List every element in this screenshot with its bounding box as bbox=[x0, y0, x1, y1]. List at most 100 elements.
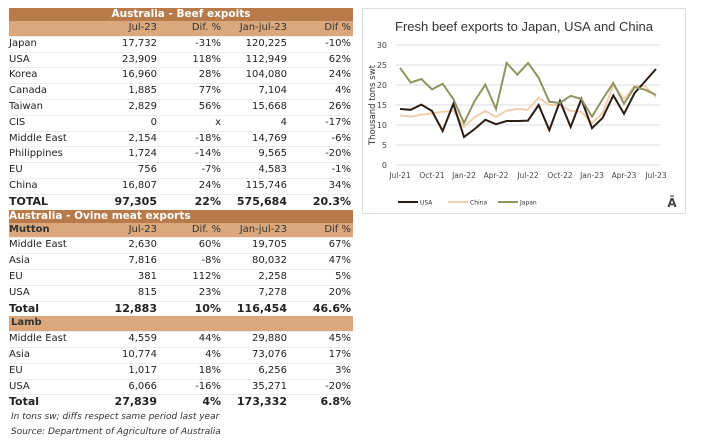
cell: 4 bbox=[280, 116, 287, 128]
cell: 116,454 bbox=[236, 301, 287, 315]
x-tick-label: Apr-22 bbox=[484, 171, 509, 180]
cell: 7,278 bbox=[258, 286, 287, 298]
y-axis-label: Thousand tons swt bbox=[368, 64, 378, 146]
cell: 16,960 bbox=[122, 69, 157, 81]
y-tick-label: 0 bbox=[382, 161, 387, 170]
cell: 44% bbox=[198, 333, 221, 345]
cell: Dif % bbox=[324, 22, 351, 33]
cell: 19,705 bbox=[252, 239, 287, 251]
row-label: Canada bbox=[9, 85, 48, 97]
table-row: Taiwan 2,829 56% 15,668 26% bbox=[9, 100, 353, 116]
cell: 3% bbox=[335, 364, 351, 376]
table-row: Middle East 2,630 60% 19,705 67% bbox=[9, 238, 353, 255]
cell: 77% bbox=[198, 85, 221, 97]
row-label: USA bbox=[9, 380, 30, 392]
cell: Jul-23 bbox=[128, 22, 157, 33]
row-label: Korea bbox=[9, 69, 38, 81]
y-tick-label: 20 bbox=[377, 81, 387, 90]
table-row: USA 815 23% 7,278 20% bbox=[9, 286, 353, 302]
row-label: USA bbox=[9, 53, 30, 65]
ovine-title: Australia - Ovine meat exports bbox=[9, 209, 353, 223]
table-row: Philippines 1,724 -14% 9,565 -20% bbox=[9, 147, 353, 164]
y-tick-label: 10 bbox=[377, 121, 387, 130]
legend-label: China bbox=[470, 200, 487, 207]
y-tick-label: 25 bbox=[377, 61, 387, 70]
cell: Dif. % bbox=[191, 223, 221, 235]
table-row: Canada 1,885 77% 7,104 4% bbox=[9, 84, 353, 100]
row-label: EU bbox=[9, 270, 23, 282]
cell: 56% bbox=[198, 100, 221, 112]
row-label: CIS bbox=[9, 116, 26, 128]
x-tick-label: Jan-22 bbox=[451, 171, 476, 180]
cell: x bbox=[215, 116, 221, 128]
chart-title: Fresh beef exports to Japan, USA and Chi… bbox=[395, 19, 654, 34]
cell: 24% bbox=[198, 179, 221, 191]
row-label: Middle East bbox=[9, 132, 67, 144]
table-row: Middle East 2,154 -18% 14,769 -6% bbox=[9, 132, 353, 148]
y-tick-label: 5 bbox=[382, 141, 387, 150]
cell: 104,080 bbox=[245, 69, 287, 81]
cell: -6% bbox=[331, 132, 351, 144]
cell: -18% bbox=[195, 132, 221, 144]
row-label bbox=[9, 21, 109, 36]
table-row: China 16,807 24% 115,746 34% bbox=[9, 179, 353, 195]
x-tick-label: Jul-22 bbox=[516, 171, 539, 180]
row-label: EU bbox=[9, 164, 23, 176]
cell: 4,583 bbox=[258, 164, 287, 176]
exports-table: Australia - Beef expoits Jul-23 Dif. % Jan-… bbox=[9, 8, 353, 440]
x-tick-label: Jul-21 bbox=[388, 171, 411, 180]
cell: 7,104 bbox=[258, 85, 287, 97]
cell: 17,732 bbox=[122, 37, 157, 49]
cell: 20.3% bbox=[312, 194, 351, 208]
cell: 73,076 bbox=[252, 348, 287, 360]
cell: 381 bbox=[137, 270, 157, 282]
cell: 815 bbox=[137, 286, 157, 298]
cell: 7,816 bbox=[128, 255, 157, 267]
lamb-header-row: Lamb bbox=[9, 316, 353, 333]
table-row: EU 756 -7% 4,583 -1% bbox=[9, 163, 353, 179]
row-label: TOTAL bbox=[9, 194, 49, 208]
cell: 120,225 bbox=[245, 37, 287, 49]
mutton-total-row: Total 12,883 10% 116,454 46.6% bbox=[9, 302, 353, 317]
cell: 34% bbox=[328, 179, 351, 191]
mutton-header-row: Mutton Jul-23 Dif. % Jan-jul-23 Dif % bbox=[9, 222, 353, 239]
table-row: CIS 0 x 4 -17% bbox=[9, 116, 353, 132]
cell: 115,746 bbox=[245, 179, 287, 191]
table-row: USA 6,066 -16% 35,271 -20% bbox=[9, 380, 353, 396]
cell: 9,565 bbox=[258, 148, 287, 160]
cell: 756 bbox=[137, 164, 157, 176]
cell: 10,774 bbox=[122, 348, 157, 360]
logo: Ā bbox=[667, 196, 677, 210]
cell: 6,256 bbox=[258, 364, 287, 376]
cell: 4% bbox=[202, 395, 221, 409]
cell: -16% bbox=[195, 380, 221, 392]
cell: 24% bbox=[328, 69, 351, 81]
table-row: USA 23,909 118% 112,949 62% bbox=[9, 53, 353, 69]
table-row: Korea 16,960 28% 104,080 24% bbox=[9, 68, 353, 85]
cell: 26% bbox=[328, 100, 351, 112]
y-tick-label: 30 bbox=[377, 41, 387, 50]
row-label: Asia bbox=[9, 348, 30, 360]
cell: 62% bbox=[328, 53, 351, 65]
cell: 10% bbox=[194, 301, 221, 315]
legend-label: Japan bbox=[519, 200, 537, 207]
legend-label: USA bbox=[420, 200, 433, 207]
cell: 23,909 bbox=[122, 53, 157, 65]
row-label: Taiwan bbox=[9, 100, 44, 112]
cell: Dif. % bbox=[191, 22, 221, 33]
cell: -17% bbox=[325, 116, 351, 128]
lamb-label: Lamb bbox=[11, 317, 42, 329]
series-line-usa bbox=[399, 68, 657, 139]
cell: 15,668 bbox=[252, 100, 287, 112]
row-label: China bbox=[9, 179, 38, 191]
beef-title: Australia - Beef expoits bbox=[9, 8, 353, 21]
cell: 27,839 bbox=[114, 395, 157, 409]
cell: Dif % bbox=[324, 223, 351, 235]
table-row: Asia 7,816 -8% 80,032 47% bbox=[9, 254, 353, 270]
cell: 20% bbox=[328, 286, 351, 298]
cell: 4% bbox=[335, 85, 351, 97]
cell: 4% bbox=[205, 348, 221, 360]
cell: 2,829 bbox=[128, 100, 157, 112]
cell: -1% bbox=[331, 164, 351, 176]
beef-header-row: Jul-23 Dif. % Jan-jul-23 Dif % bbox=[9, 21, 353, 37]
